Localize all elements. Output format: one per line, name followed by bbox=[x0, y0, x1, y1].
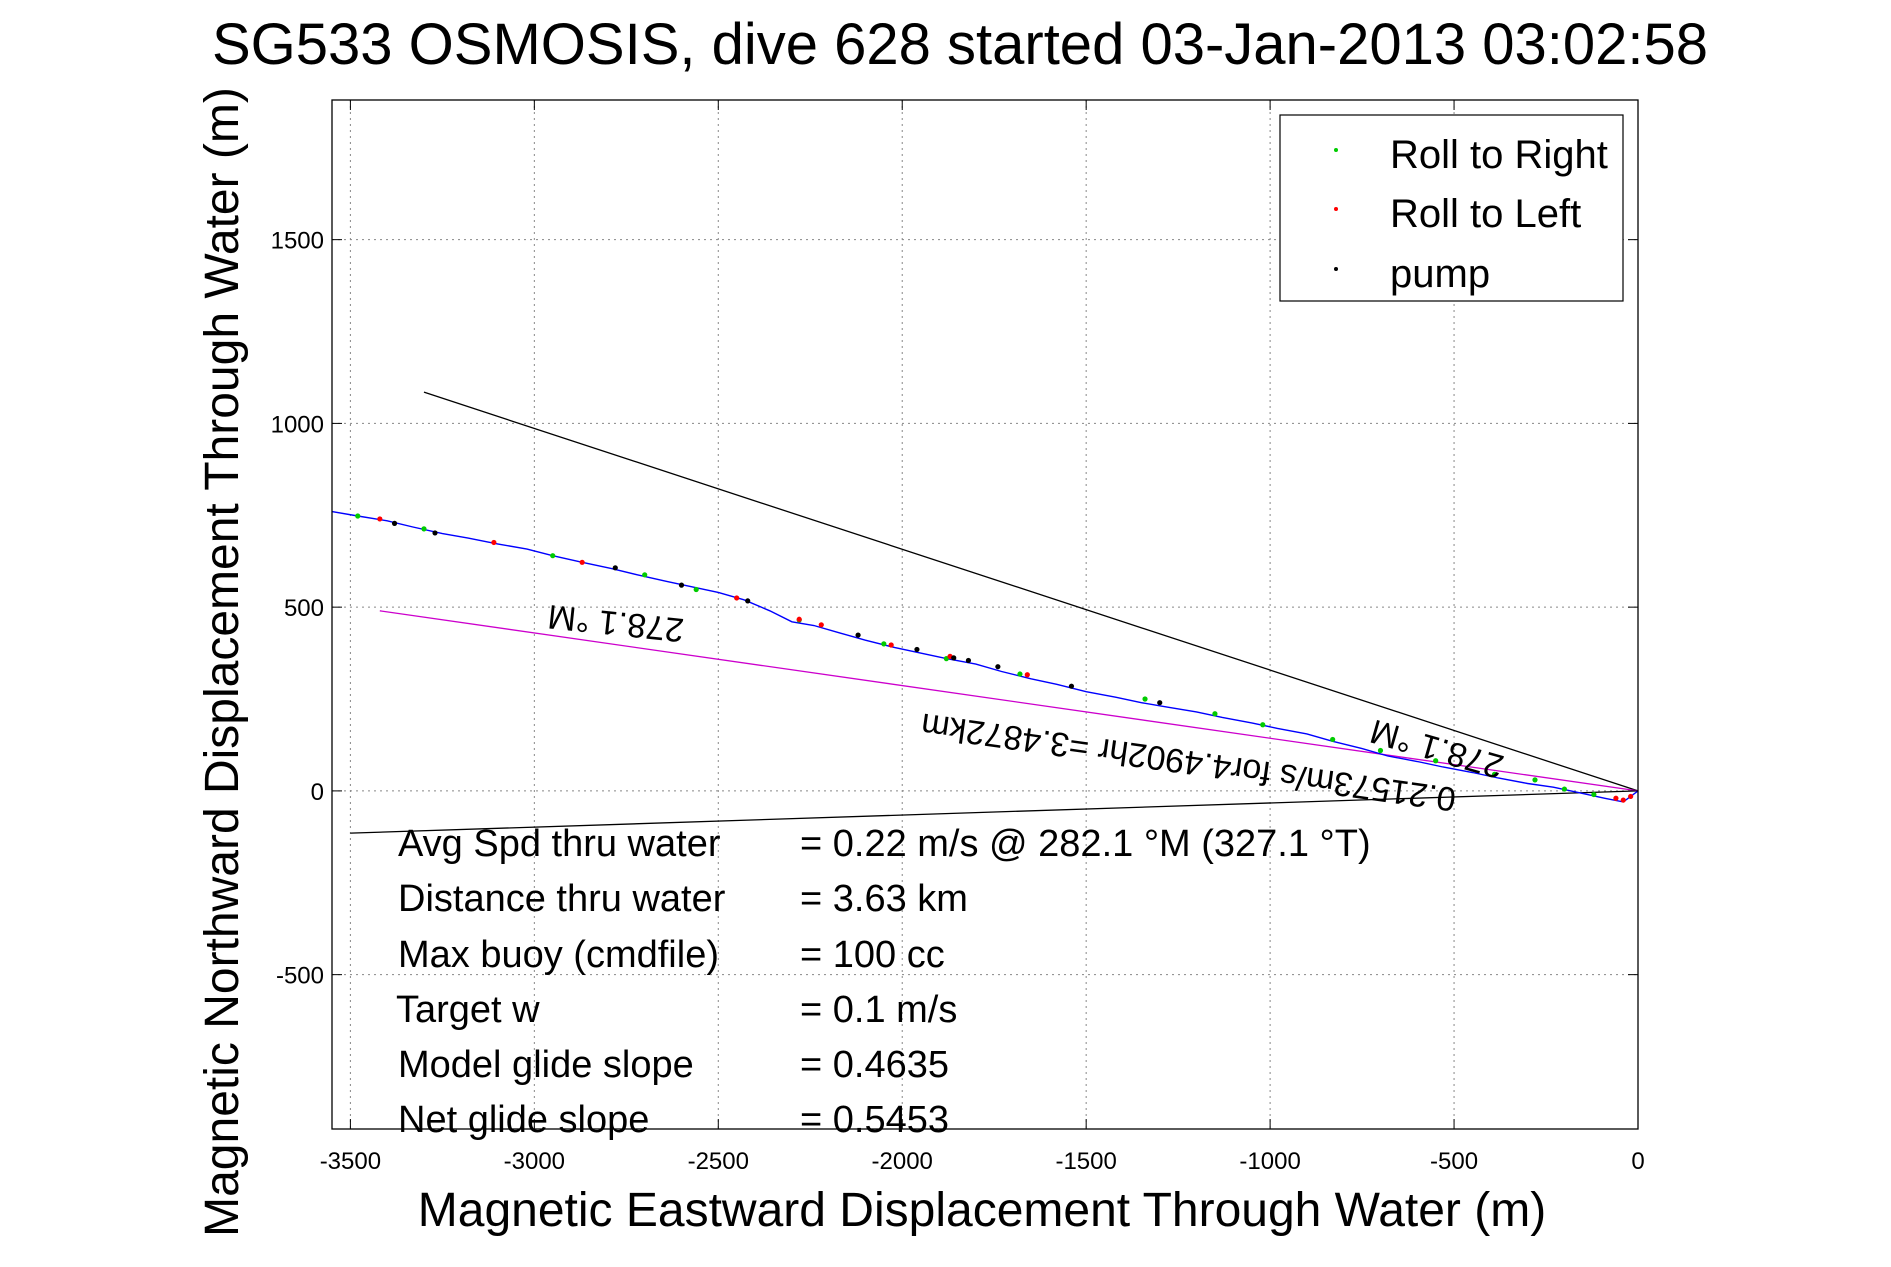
x-tick-label: -2500 bbox=[688, 1148, 749, 1175]
reference-line-0 bbox=[423, 391, 1639, 792]
roll-right-point bbox=[1142, 696, 1148, 702]
y-tick-label: 1500 bbox=[271, 228, 324, 255]
stats-block: Avg Spd thru water = 0.22 m/s @ 282.1 °M… bbox=[396, 823, 1371, 1141]
pump-point bbox=[612, 565, 618, 571]
roll-right-point bbox=[1433, 758, 1439, 764]
stat-label-4: Model glide slope bbox=[398, 1044, 694, 1086]
stat-value-2: = 100 cc bbox=[800, 934, 945, 976]
pump-point bbox=[995, 664, 1001, 670]
stat-label-1: Distance thru water bbox=[398, 878, 726, 920]
pump-point bbox=[951, 655, 957, 661]
roll-left-point bbox=[818, 622, 824, 628]
roll-left-point bbox=[1613, 795, 1619, 801]
stat-value-3: = 0.1 m/s bbox=[800, 989, 957, 1031]
reference-line-2 bbox=[379, 610, 1639, 792]
legend-marker-roll-right bbox=[1334, 148, 1338, 152]
roll-right-point bbox=[1491, 771, 1498, 777]
roll-right-point bbox=[1330, 736, 1336, 743]
track-layer bbox=[331, 510, 1639, 803]
roll-right-point bbox=[1561, 786, 1568, 792]
roll-left-point bbox=[1024, 672, 1030, 678]
stat-value-1: = 3.63 km bbox=[800, 878, 968, 920]
x-axis-label: Magnetic Eastward Displacement Through W… bbox=[418, 1184, 1546, 1237]
legend-label-roll-left: Roll to Left bbox=[1390, 192, 1581, 236]
y-axis-ticks: -500 0 500 1000 1500 bbox=[271, 228, 1638, 990]
roll-right-point bbox=[1260, 722, 1266, 728]
roll-right-point bbox=[1017, 671, 1023, 677]
roll-left-point bbox=[796, 616, 802, 622]
x-tick-label: -3500 bbox=[320, 1148, 381, 1175]
track-line bbox=[331, 510, 1639, 803]
roll-left-point bbox=[1620, 797, 1626, 803]
y-tick-label: 1000 bbox=[271, 411, 324, 438]
pump-point bbox=[1068, 683, 1075, 689]
pump-point bbox=[1157, 700, 1163, 706]
stat-label-2: Max buoy (cmdfile) bbox=[398, 934, 719, 976]
stat-value-5: = 0.5453 bbox=[800, 1099, 949, 1141]
pump-point bbox=[855, 632, 861, 638]
stat-value-4: = 0.4635 bbox=[800, 1044, 949, 1086]
chart-title: SG533 OSMOSIS, dive 628 started 03-Jan-2… bbox=[212, 12, 1708, 77]
plot-frame bbox=[331, 99, 1639, 1130]
y-tick-label: 0 bbox=[311, 779, 324, 806]
roll-left-point bbox=[734, 595, 740, 601]
roll-right-point bbox=[550, 553, 556, 559]
legend-marker-pump bbox=[1334, 267, 1338, 271]
pump-point bbox=[432, 530, 438, 536]
roll-right-point bbox=[355, 513, 361, 519]
pump-point bbox=[678, 582, 685, 588]
roll-left-point bbox=[491, 539, 497, 546]
pump-point bbox=[391, 520, 398, 526]
roll-right-point bbox=[1591, 791, 1597, 798]
legend-marker-roll-left bbox=[1334, 207, 1338, 211]
stat-value-0: = 0.22 m/s @ 282.1 °M (327.1 °T) bbox=[800, 823, 1371, 865]
y-axis-label: Magnetic Northward Displacement Through … bbox=[196, 87, 249, 1237]
roll-right-point bbox=[421, 526, 427, 532]
roll-left-point bbox=[579, 559, 585, 565]
pump-point bbox=[745, 598, 751, 604]
roll-right-point bbox=[642, 572, 648, 578]
point-markers bbox=[355, 513, 1634, 803]
reference-line-1 bbox=[350, 790, 1639, 834]
roll-right-point bbox=[693, 586, 699, 593]
roll-right-point bbox=[1212, 711, 1218, 717]
roll-left-point bbox=[377, 516, 383, 522]
roll-right-point bbox=[881, 641, 887, 647]
x-axis-ticks: -3500 -3000 -2500 -2000 -1500 -1000 -500 0 bbox=[320, 100, 1645, 1175]
reference-lines bbox=[350, 391, 1639, 834]
y-tick-label: 500 bbox=[284, 595, 324, 622]
legend-label-roll-right: Roll to Right bbox=[1390, 133, 1608, 177]
stat-label-5: Net glide slope bbox=[398, 1099, 649, 1141]
x-tick-label: 0 bbox=[1631, 1148, 1644, 1175]
x-tick-label: -500 bbox=[1430, 1148, 1478, 1175]
x-tick-label: -1000 bbox=[1239, 1148, 1300, 1175]
stat-label-3: Target w bbox=[396, 989, 540, 1031]
pump-point bbox=[965, 657, 972, 664]
legend: Roll to Right Roll to Left pump bbox=[1279, 114, 1624, 302]
legend-label-pump: pump bbox=[1390, 252, 1490, 296]
x-tick-label: -3000 bbox=[504, 1148, 565, 1175]
y-tick-label: -500 bbox=[276, 963, 324, 990]
x-tick-label: -1500 bbox=[1055, 1148, 1116, 1175]
pump-point bbox=[914, 646, 920, 653]
roll-left-point bbox=[888, 642, 894, 648]
roll-right-point bbox=[1532, 777, 1538, 783]
stat-label-0: Avg Spd thru water bbox=[398, 823, 721, 865]
grid-lines bbox=[332, 100, 1638, 1129]
roll-right-point bbox=[1377, 747, 1384, 754]
roll-left-point bbox=[1628, 793, 1634, 800]
x-tick-label: -2000 bbox=[872, 1148, 933, 1175]
